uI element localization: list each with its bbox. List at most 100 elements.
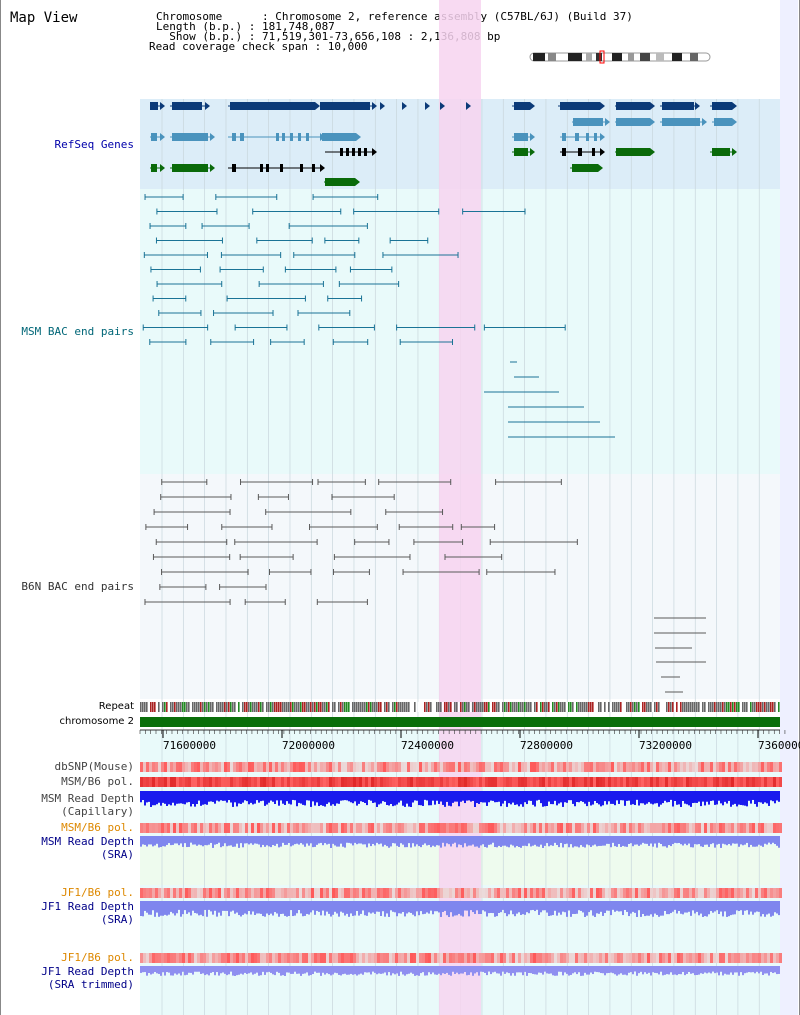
depth-bar: [590, 791, 592, 806]
jf1-b6-pol-2-label: JF1/B6 pol.: [61, 951, 134, 964]
heat-cell: [731, 762, 734, 772]
depth-bar: [464, 901, 466, 911]
depth-bar: [654, 901, 656, 914]
depth-bar: [360, 901, 362, 914]
depth-bar: [658, 966, 660, 975]
heat-cell: [485, 953, 488, 963]
repeat-element: [766, 702, 768, 712]
heat-cell: [155, 953, 158, 963]
heat-cell: [407, 888, 410, 898]
depth-bar: [456, 791, 458, 802]
depth-bar: [396, 836, 398, 846]
depth-bar: [168, 836, 170, 844]
heat-cell: [263, 777, 266, 787]
heat-cell: [176, 888, 179, 898]
heat-cell: [650, 777, 653, 787]
gene-exon: [662, 102, 694, 110]
heat-cell: [665, 888, 668, 898]
b6n-bac-track-label[interactable]: B6N BAC end pairs: [21, 580, 134, 593]
depth-bar: [218, 791, 220, 802]
heat-cell: [386, 777, 389, 787]
repeat-element: [394, 702, 396, 712]
depth-bar: [718, 966, 720, 976]
repeat-element: [754, 702, 756, 712]
heat-cell: [173, 888, 176, 898]
depth-bar: [262, 791, 264, 801]
depth-bar: [338, 901, 340, 917]
heat-cell: [755, 762, 758, 772]
depth-bar: [346, 836, 348, 843]
depth-bar: [170, 836, 172, 846]
depth-bar: [626, 791, 628, 801]
depth-bar: [150, 901, 152, 915]
depth-bar: [286, 901, 288, 917]
depth-bar: [542, 901, 544, 911]
depth-bar: [148, 966, 150, 974]
heat-cell: [272, 762, 275, 772]
depth-bar: [548, 836, 550, 847]
depth-bar: [652, 836, 654, 847]
depth-bar: [264, 836, 266, 847]
depth-bar: [562, 901, 564, 912]
depth-bar: [664, 901, 666, 911]
depth-bar: [400, 791, 402, 801]
depth-bar: [530, 836, 532, 847]
depth-bar: [420, 901, 422, 912]
depth-bar: [590, 901, 592, 911]
repeat-element: [624, 702, 626, 712]
depth-bar: [244, 901, 246, 914]
depth-bar: [478, 791, 480, 804]
depth-bar: [458, 791, 460, 807]
depth-bar: [512, 791, 514, 803]
depth-bar: [616, 791, 618, 801]
heat-cell: [470, 823, 473, 833]
depth-bar: [358, 901, 360, 916]
heat-cell: [743, 777, 746, 787]
depth-bar: [674, 791, 676, 801]
depth-bar: [586, 791, 588, 807]
repeat-element: [744, 702, 746, 712]
repeat-element: [560, 702, 562, 712]
heat-cell: [725, 823, 728, 833]
depth-bar: [438, 791, 440, 804]
repeat-element: [496, 702, 498, 712]
heat-cell: [662, 762, 665, 772]
gene-arrow: [605, 118, 610, 126]
heat-cell: [236, 777, 239, 787]
depth-bar: [374, 966, 376, 973]
heat-cell: [662, 777, 665, 787]
depth-bar: [382, 791, 384, 802]
heat-cell: [152, 823, 155, 833]
depth-bar: [160, 791, 162, 806]
heat-cell: [455, 777, 458, 787]
heat-cell: [269, 762, 272, 772]
depth-bar: [174, 836, 176, 844]
depth-bar: [326, 901, 328, 912]
depth-bar: [242, 836, 244, 848]
depth-bar: [700, 836, 702, 847]
depth-bar: [308, 901, 310, 915]
depth-bar: [616, 901, 618, 911]
heat-cell: [755, 888, 758, 898]
gene-exon: [266, 164, 269, 172]
repeat-element: [218, 702, 220, 712]
gene-exon: [575, 133, 579, 141]
depth-bar: [616, 966, 618, 976]
heat-cell: [413, 762, 416, 772]
gene-exon: [616, 118, 650, 126]
heat-cell: [152, 953, 155, 963]
heat-cell: [746, 953, 749, 963]
refseq-track-label[interactable]: RefSeq Genes: [54, 138, 134, 151]
depth-bar: [550, 836, 552, 846]
repeat-element: [512, 702, 514, 712]
depth-bar: [330, 966, 332, 976]
heat-cell: [146, 777, 149, 787]
depth-bar: [272, 901, 274, 916]
depth-bar: [610, 966, 612, 973]
depth-bar: [682, 966, 684, 972]
heat-cell: [626, 777, 629, 787]
heat-cell: [605, 888, 608, 898]
msm-bac-track-label[interactable]: MSM BAC end pairs: [21, 325, 134, 338]
depth-bar: [692, 901, 694, 911]
